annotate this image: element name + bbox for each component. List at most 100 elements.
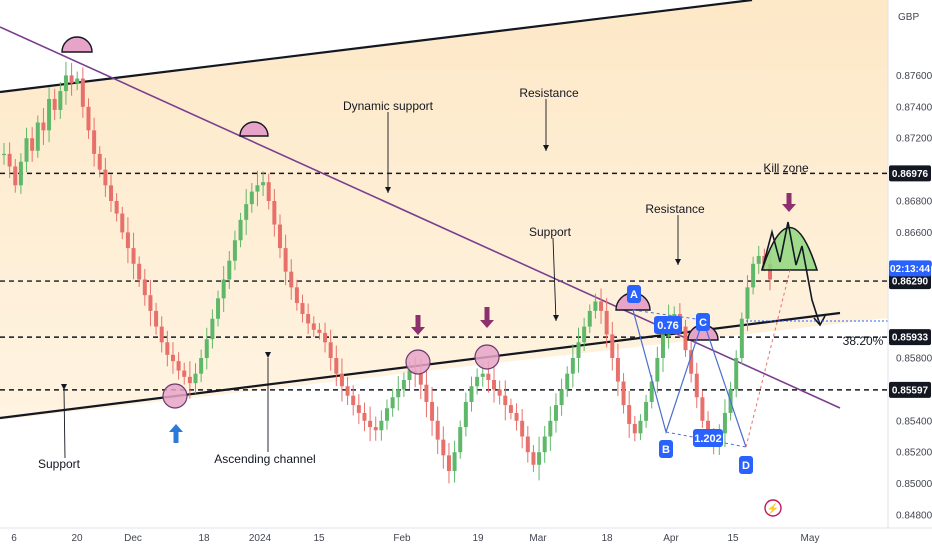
pivot-dome-1: [239, 121, 269, 137]
y-tick-3: 0.86800: [896, 197, 932, 208]
candle-body-37: [210, 318, 215, 340]
projected-path: [761, 221, 821, 326]
candle-body-83: [469, 386, 474, 402]
kill-zone-arrow-shaft: [786, 193, 792, 205]
candle-body-57: [323, 332, 328, 343]
pattern-lines: [632, 309, 747, 448]
candle-body-115: [649, 381, 654, 402]
down-arrow-1-head: [480, 320, 494, 328]
y-axis[interactable]: GBP 0.87600 0.87400 0.87200 0.86800 0.86600 0…: [887, 0, 932, 528]
candle-body-6: [35, 122, 40, 151]
down-arrow-0-head: [411, 327, 425, 335]
candle-body-80: [452, 452, 457, 472]
x-axis[interactable]: 6 20 Dec 18 2024 15 Feb 19 Mar 18 Apr 15 May: [0, 527, 932, 550]
down-arrow-1-shaft: [484, 307, 490, 321]
candle-body-72: [407, 370, 412, 380]
plot-area[interactable]: Dynamic support Resistance Kill zone Resist…: [0, 0, 888, 528]
y-tick-8: 0.85200: [896, 448, 932, 459]
price-tag-label-2: 0.85933: [892, 333, 929, 344]
candle-body-21: [120, 213, 125, 233]
candle-body-31: [176, 361, 181, 371]
candle-body-136: [768, 263, 772, 280]
support-label-0-leader-head: [553, 315, 559, 321]
candle-body-105: [593, 301, 598, 311]
candle-body-15: [86, 106, 91, 131]
candle-body-122: [689, 350, 694, 374]
candle-body-66: [373, 427, 378, 431]
candle-body-0: [2, 153, 6, 156]
down-arrow-0: [411, 315, 425, 335]
x-tick-11: 15: [727, 533, 739, 544]
candle-body-82: [463, 401, 468, 428]
candle-body-52: [294, 287, 299, 304]
candle-body-94: [531, 452, 536, 465]
candle-body-128: [722, 412, 727, 434]
x-tick-12: May: [801, 533, 820, 544]
candle-body-103: [582, 326, 587, 343]
support-label-1-leader-head: [61, 384, 67, 390]
x-tick-9: 18: [601, 533, 613, 544]
dynamic-support-label-leader-head: [385, 187, 391, 193]
pattern-point-D: D: [742, 460, 750, 472]
candle-body-86: [486, 373, 491, 380]
candle-body-30: [170, 354, 175, 362]
candle-body-124: [700, 397, 705, 421]
candle-body-123: [694, 373, 699, 398]
candle-body-48: [272, 201, 277, 225]
candle-body-51: [289, 271, 294, 288]
candle-body-68: [385, 408, 389, 421]
y-tick-0: 0.87600: [896, 71, 932, 82]
candle-body-87: [492, 379, 497, 390]
candle-body-1: [7, 153, 12, 167]
candle-body-2: [13, 166, 18, 186]
candle-body-85: [480, 373, 485, 377]
x-tick-3: 18: [198, 533, 210, 544]
candle-body-38: [216, 298, 221, 319]
candle-body-74: [418, 373, 423, 385]
candle-body-121: [683, 326, 688, 351]
candle-body-77: [435, 420, 440, 440]
channel-fill: [0, 0, 888, 420]
down-arrow-1: [480, 307, 494, 328]
candle-body-111: [627, 405, 632, 424]
candle-body-106: [599, 301, 604, 311]
candle-body-26: [148, 295, 153, 311]
ascending-channel-label: Ascending channel: [214, 452, 315, 466]
pattern-point-B: B: [662, 444, 670, 456]
touch-circle-1: [405, 349, 431, 375]
candle-body-108: [610, 334, 615, 358]
down-arrow-0-shaft: [415, 315, 421, 328]
price-tag-label-0: 0.86976: [892, 169, 929, 180]
candle-body-17: [97, 153, 102, 170]
candle-body-117: [660, 334, 665, 358]
y-tick-4: 0.86600: [896, 228, 932, 239]
candle-body-42: [238, 219, 243, 241]
candle-body-130: [734, 358, 739, 390]
candle-body-55: [311, 323, 316, 330]
candle-body-53: [300, 303, 305, 315]
candle-body-16: [92, 130, 97, 154]
candle-body-32: [182, 370, 187, 377]
lightning-icon[interactable]: [764, 499, 782, 517]
candle-body-34: [193, 373, 198, 384]
candle-body-10: [58, 91, 63, 110]
candle-body-62: [351, 395, 356, 406]
ratio-label-0: 0.76: [657, 320, 678, 332]
candle-body-112: [632, 423, 637, 434]
candle-body-36: [204, 339, 209, 358]
candle-body-84: [475, 376, 480, 387]
resistance-label-0: Resistance: [519, 86, 579, 100]
candle-body-92: [520, 420, 525, 437]
candle-body-93: [525, 436, 530, 453]
kill-zone-arrow-head: [782, 204, 796, 212]
candle-body-50: [283, 248, 288, 272]
ratio-box-0: [654, 316, 682, 334]
y-tick-1: 0.87400: [896, 102, 932, 113]
resistance-label-0-leader-head: [543, 145, 549, 151]
candle-body-20: [114, 201, 119, 214]
y-tick-9: 0.85000: [896, 479, 932, 490]
candle-body-45: [255, 185, 260, 192]
y-tick-2: 0.87200: [896, 134, 932, 145]
price-tag-label-3: 0.85597: [892, 385, 929, 396]
